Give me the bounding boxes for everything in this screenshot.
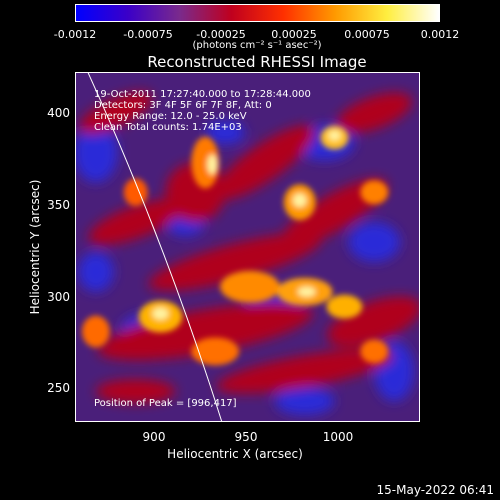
plot-title: Reconstructed RHESSI Image	[147, 53, 367, 71]
colorbar-tick-label: -0.0012	[53, 28, 97, 41]
colorbar-tick-label: 0.00025	[271, 28, 317, 41]
info-detectors: Detectors: 3F 4F 5F 6F 7F 8F, Att: 0	[94, 100, 272, 111]
y-tick-label: 300	[47, 290, 70, 304]
x-tick-label: 900	[142, 430, 166, 444]
y-tick-label: 350	[47, 198, 70, 212]
colorbar	[75, 4, 440, 22]
info-energy-range: Energy Range: 12.0 - 25.0 keV	[94, 111, 247, 122]
x-tick-label: 950	[234, 430, 258, 444]
info-counts: Clean Total counts: 1.74E+03	[94, 122, 242, 133]
colorbar-tick-label: -0.00075	[123, 28, 173, 41]
y-tick-label: 400	[47, 106, 70, 120]
rhessi-image	[76, 73, 419, 421]
solar-limb-line	[87, 73, 223, 421]
y-axis-label: Heliocentric Y (arcsec)	[28, 179, 42, 315]
info-time-range: 19-Oct-2011 17:27:40.000 to 17:28:44.000	[94, 89, 311, 100]
x-tick-label: 1000	[322, 430, 354, 444]
y-tick-label: 250	[47, 381, 70, 395]
info-peak-position: Position of Peak = [996,417]	[94, 398, 237, 409]
colorbar-tick-label: 0.00075	[344, 28, 390, 41]
colorbar-gradient	[76, 5, 439, 21]
timestamp: 15-May-2022 06:41	[376, 483, 494, 497]
colorbar-tick-label: -0.00025	[196, 28, 246, 41]
x-axis-label: Heliocentric X (arcsec)	[167, 447, 303, 461]
colorbar-units-label: (photons cm⁻² s⁻¹ asec⁻²)	[192, 40, 322, 51]
colorbar-tick-label: 0.0012	[420, 28, 460, 41]
image-plot: 19-Oct-2011 17:27:40.000 to 17:28:44.000…	[75, 72, 420, 422]
